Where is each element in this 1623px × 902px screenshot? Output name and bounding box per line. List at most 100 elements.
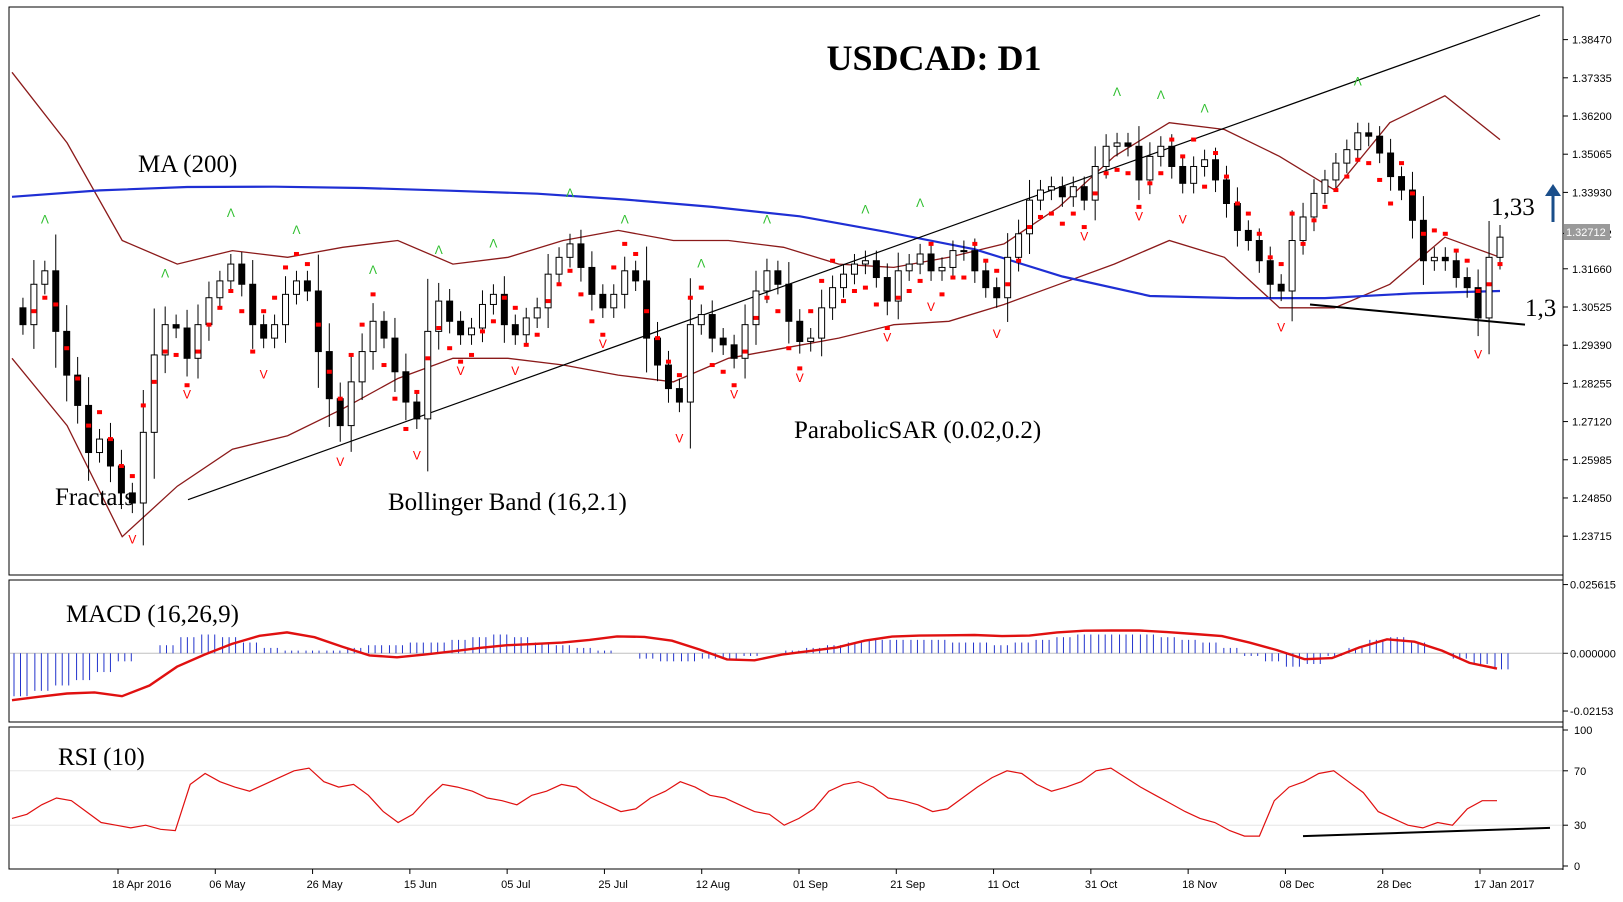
- bull-candle: [938, 266, 946, 272]
- bear-candle: [1255, 240, 1263, 262]
- bear-candle: [632, 270, 640, 282]
- bull-candle: [610, 293, 618, 309]
- bear-candle: [85, 404, 93, 454]
- bear-candle: [708, 314, 716, 339]
- sar-dot: [1202, 184, 1208, 189]
- sar-dot: [1475, 289, 1481, 293]
- label-ma: MA (200): [138, 151, 237, 178]
- bull-candle: [1146, 155, 1154, 181]
- bear-candle: [719, 337, 727, 346]
- bull-candle: [1299, 216, 1307, 242]
- sar-dot: [1027, 225, 1033, 230]
- sar-dot: [107, 437, 113, 442]
- bear-candle: [654, 337, 662, 366]
- bear-candle: [675, 388, 683, 403]
- price-tick-label: 1.31660: [1572, 264, 1612, 276]
- sar-dot: [720, 369, 726, 374]
- sar-dot: [1158, 171, 1164, 176]
- sar-dot: [42, 295, 48, 300]
- parabolic-sar: [31, 137, 1503, 479]
- sar-dot: [293, 251, 299, 256]
- bull-candle: [1332, 162, 1340, 181]
- bear-candle: [1452, 260, 1460, 279]
- bull-candle: [1354, 132, 1362, 151]
- sar-dot: [622, 241, 628, 246]
- time-tick-label: 12 Aug: [696, 879, 730, 891]
- sar-dot: [381, 363, 387, 368]
- time-tick-label: 15 Jun: [404, 879, 437, 891]
- sar-dot: [64, 346, 70, 351]
- sar-dot: [425, 356, 431, 361]
- bear-candle: [971, 250, 979, 272]
- bull-candle: [1113, 142, 1121, 147]
- sar-dot: [1267, 255, 1273, 260]
- bear-candle: [1419, 219, 1427, 262]
- sar-dot: [961, 275, 967, 280]
- sar-dot: [129, 474, 135, 479]
- bull-candle: [227, 263, 235, 282]
- bear-candle: [1135, 145, 1143, 181]
- sar-dot: [239, 309, 245, 314]
- bear-candle: [599, 293, 607, 309]
- bull-candle: [468, 327, 476, 336]
- sar-dot: [611, 265, 617, 270]
- price-tick-label: 1.37335: [1572, 73, 1612, 85]
- sar-dot: [250, 349, 256, 354]
- fractal-down-icon: V: [413, 448, 421, 462]
- bull-candle: [424, 330, 432, 420]
- fractal-up-icon: Λ: [292, 223, 300, 237]
- bear-candle: [982, 270, 990, 289]
- sar-dot: [731, 383, 737, 388]
- sar-dot: [414, 389, 420, 394]
- sar-dot: [819, 278, 825, 283]
- sar-dot: [556, 282, 562, 287]
- bear-candle: [774, 270, 782, 285]
- sar-dot: [939, 292, 945, 297]
- bear-candle: [664, 364, 672, 390]
- bull-candle: [1430, 256, 1438, 262]
- rsi-panel: [8, 726, 1564, 870]
- sar-dot: [1278, 262, 1284, 267]
- label-bollinger: Bollinger Band (16,2.1): [388, 489, 627, 516]
- bull-candle: [522, 317, 530, 336]
- bull-candle: [818, 307, 826, 339]
- bear-candle: [446, 300, 454, 322]
- sar-dot: [1136, 204, 1142, 209]
- bull-candle: [161, 324, 169, 356]
- sar-dot: [841, 299, 847, 304]
- sar-dot: [950, 275, 956, 280]
- sar-dot: [1234, 201, 1240, 206]
- macd-axis: 0.025615 0.000000 -0.02153: [1563, 580, 1616, 718]
- bull-candle: [282, 293, 290, 326]
- time-tick-label: 18 Apr 2016: [112, 879, 171, 891]
- bear-candle: [1080, 186, 1088, 201]
- fractal-down-icon: V: [1080, 230, 1088, 244]
- bear-candle: [63, 330, 71, 376]
- price-tick-label: 1.29390: [1572, 340, 1612, 352]
- fractal-up-icon: Λ: [41, 213, 49, 227]
- time-axis: 18 Apr 2016 06 May 26 May 15 Jun 05 Jul 25 Ju…: [112, 869, 1535, 891]
- sar-dot: [86, 423, 92, 428]
- sar-dot: [1005, 282, 1011, 287]
- bear-candle: [172, 324, 180, 329]
- sar-dot: [873, 302, 879, 307]
- sar-dot: [862, 285, 868, 290]
- sar-dot: [633, 251, 639, 256]
- bull-candle: [949, 250, 957, 268]
- sar-dot: [512, 305, 518, 310]
- bear-candle: [1441, 256, 1449, 262]
- bollinger-bands: [11, 71, 1501, 538]
- price-tick-label: 1.30525: [1572, 302, 1612, 314]
- bull-candle: [807, 337, 815, 342]
- sar-dot: [228, 289, 234, 293]
- sar-dot: [534, 332, 540, 337]
- time-tick-label: 28 Dec: [1377, 879, 1412, 891]
- sar-dot: [1311, 218, 1317, 223]
- time-tick-label: 17 Jan 2017: [1474, 879, 1535, 891]
- sar-dot: [326, 369, 332, 374]
- bull-candle: [544, 273, 552, 309]
- rsi-tick-label: 0: [1574, 861, 1580, 873]
- bear-candle: [413, 401, 421, 420]
- bear-candle: [1179, 165, 1187, 184]
- bull-candle: [150, 354, 158, 433]
